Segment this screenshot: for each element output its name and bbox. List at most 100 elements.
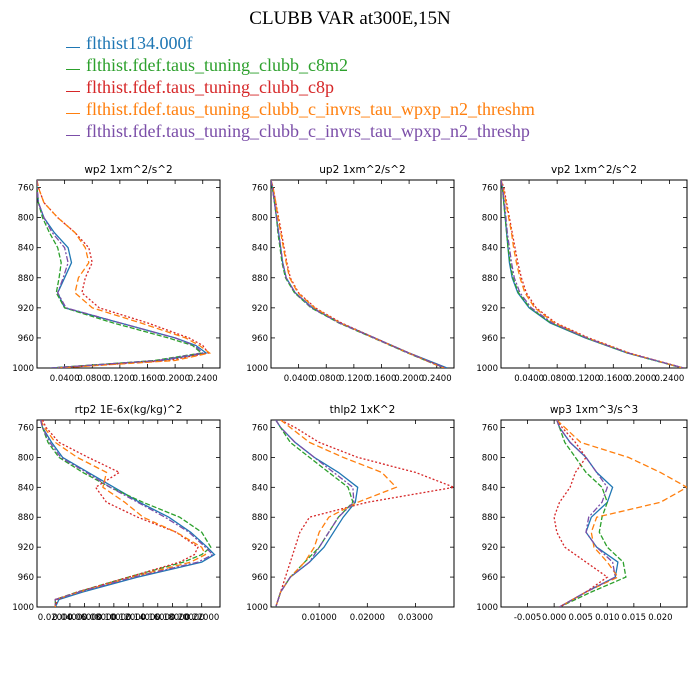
- x-tick-label: 0.0400: [284, 374, 314, 384]
- series-line: [37, 180, 210, 368]
- x-tick-label: 0.1200: [570, 374, 600, 384]
- y-tick-label: 800: [18, 453, 34, 463]
- y-tick-label: 960: [252, 573, 268, 583]
- y-tick-label: 800: [482, 214, 498, 224]
- x-tick-label: 0.02000: [350, 613, 385, 623]
- panel-title: wp3 1xm^3/s^3: [550, 404, 638, 416]
- x-tick-label: 0.2000: [627, 374, 657, 384]
- y-tick-label: 920: [482, 543, 498, 553]
- x-tick-label: 0.03000: [398, 613, 433, 623]
- x-tick-label: -0.005: [514, 613, 541, 623]
- x-tick-label: 0.2400: [188, 374, 218, 384]
- legend-item: flthist.fdef.taus_tuning_clubb_c8m2: [66, 54, 535, 76]
- x-tick-label: 0.10000: [96, 613, 131, 623]
- y-tick-label: 800: [252, 453, 268, 463]
- series-line: [37, 180, 208, 368]
- plot-frame: [36, 179, 221, 369]
- legend-label: flthist134.000f: [86, 33, 193, 53]
- x-tick-label: 0.08000: [82, 613, 117, 623]
- panel-title: up2 1xm^2/s^2: [319, 164, 405, 176]
- y-tick-label: 920: [252, 543, 268, 553]
- series-line: [40, 420, 214, 607]
- y-tick-label: 880: [18, 513, 34, 523]
- y-tick-label: 840: [482, 483, 498, 493]
- legend: flthist134.000f flthist.fdef.taus_tuning…: [66, 32, 535, 142]
- y-tick-label: 760: [482, 423, 498, 433]
- y-tick-label: 800: [252, 214, 268, 224]
- y-tick-label: 960: [482, 573, 498, 583]
- y-tick-label: 840: [18, 483, 34, 493]
- y-tick-label: 1000: [246, 603, 268, 613]
- legend-item: flthist.fdef.taus_tuning_clubb_c8p: [66, 76, 535, 98]
- x-tick-label: 0.1600: [598, 374, 628, 384]
- x-tick-label: 0.000: [542, 613, 566, 623]
- series-line: [37, 180, 212, 368]
- y-tick-label: 840: [482, 244, 498, 254]
- series-line: [556, 420, 627, 607]
- legend-label: flthist.fdef.taus_tuning_clubb_c_invrs_t…: [86, 99, 535, 119]
- x-tick-label: 0.2000: [394, 374, 424, 384]
- y-tick-label: 760: [252, 184, 268, 194]
- series-line: [37, 180, 205, 368]
- y-tick-label: 840: [252, 244, 268, 254]
- y-tick-label: 760: [18, 423, 34, 433]
- series-line: [275, 420, 355, 607]
- y-tick-label: 840: [252, 483, 268, 493]
- panel-title: vp2 1xm^2/s^2: [551, 164, 637, 176]
- series-line: [275, 420, 398, 607]
- y-tick-label: 920: [18, 543, 34, 553]
- series-line: [271, 180, 446, 368]
- legend-item: flthist134.000f: [66, 32, 535, 54]
- x-tick-label: 0.01000: [302, 613, 337, 623]
- y-tick-label: 840: [18, 244, 34, 254]
- x-tick-label: 0.2400: [422, 374, 452, 384]
- y-tick-label: 960: [18, 573, 34, 583]
- series-line: [501, 180, 683, 368]
- panel-title: thlp2 1xK^2: [330, 404, 396, 416]
- y-tick-label: 880: [252, 513, 268, 523]
- series-line: [556, 420, 687, 607]
- plot-frame: [500, 179, 688, 369]
- series-line: [41, 420, 199, 607]
- x-tick-label: 0.2000: [160, 374, 190, 384]
- y-tick-label: 960: [18, 334, 34, 344]
- x-tick-label: 0.0800: [542, 374, 572, 384]
- x-tick-label: 0.22000: [184, 613, 219, 623]
- x-tick-label: 0.04000: [52, 613, 87, 623]
- y-tick-label: 880: [482, 274, 498, 284]
- series-line: [275, 420, 454, 607]
- plot-frame: [270, 179, 455, 369]
- x-tick-label: 0.16000: [140, 613, 175, 623]
- series-line: [271, 180, 444, 368]
- x-tick-label: 0.1600: [367, 374, 397, 384]
- x-tick-label: 0.2400: [655, 374, 685, 384]
- y-tick-label: 880: [18, 274, 34, 284]
- x-tick-label: 0.0400: [514, 374, 544, 384]
- x-tick-label: 0.020: [648, 613, 672, 623]
- y-tick-label: 880: [252, 274, 268, 284]
- series-line: [40, 420, 207, 607]
- x-tick-label: 0.0800: [77, 374, 107, 384]
- series-line: [553, 420, 609, 607]
- y-tick-label: 760: [482, 184, 498, 194]
- series-line: [37, 180, 203, 368]
- x-tick-label: 0.005: [569, 613, 593, 623]
- y-tick-label: 1000: [476, 364, 498, 374]
- x-tick-label: 0.02000: [38, 613, 73, 623]
- y-tick-label: 960: [252, 334, 268, 344]
- y-tick-label: 960: [482, 334, 498, 344]
- x-tick-label: 0.010: [595, 613, 619, 623]
- panel-title: wp2 1xm^2/s^2: [84, 164, 172, 176]
- x-tick-label: 0.20000: [169, 613, 204, 623]
- y-tick-label: 800: [18, 214, 34, 224]
- x-tick-label: 0.06000: [67, 613, 102, 623]
- series-line: [40, 420, 216, 607]
- y-tick-label: 1000: [476, 603, 498, 613]
- x-tick-label: 0.18000: [155, 613, 190, 623]
- x-tick-label: 0.1200: [339, 374, 369, 384]
- y-tick-label: 1000: [12, 364, 34, 374]
- x-tick-label: 0.015: [622, 613, 646, 623]
- series-line: [271, 180, 448, 368]
